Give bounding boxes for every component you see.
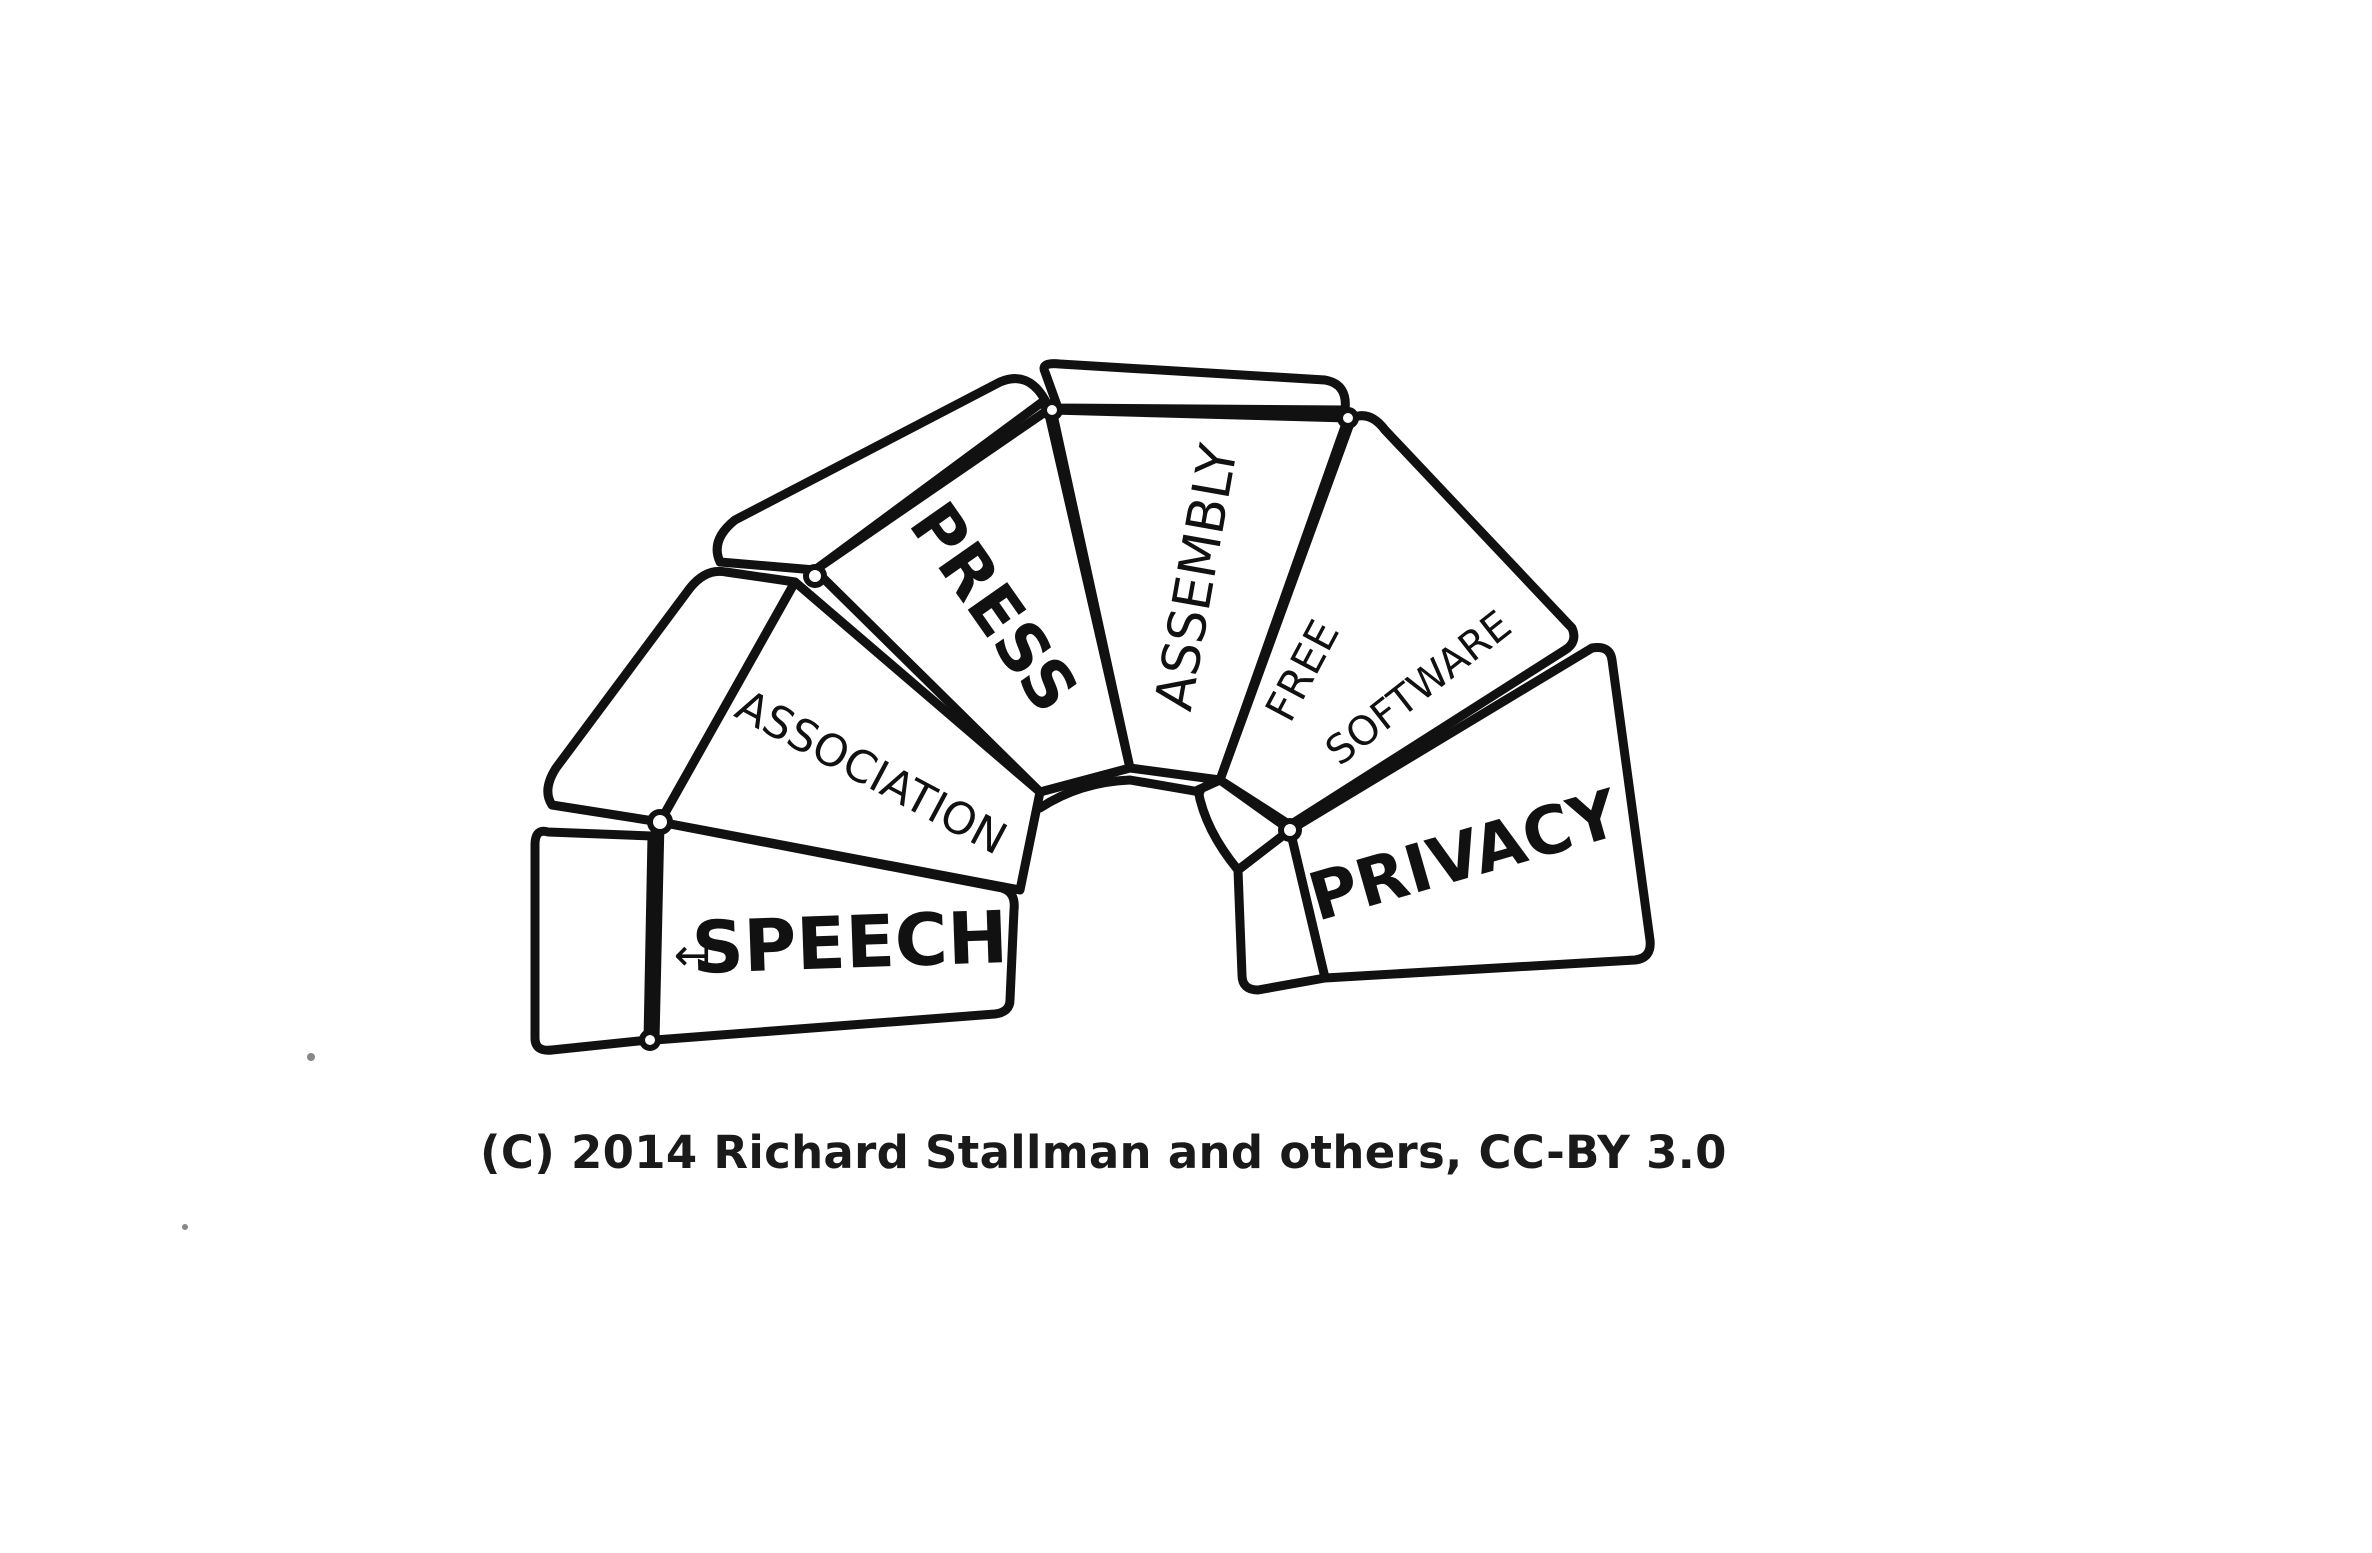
arch-block-outer-left-bottom	[530, 826, 657, 1055]
joint-marker	[639, 1029, 661, 1051]
copyright-caption: (C) 2014 Richard Stallman and others, CC…	[480, 1126, 1727, 1179]
paper-speck	[182, 1224, 188, 1230]
joint-marker	[803, 564, 827, 588]
arch-block-top-outer	[1039, 359, 1350, 415]
arch-inner-curve	[1035, 775, 1205, 813]
arch-block-privacy	[1285, 643, 1655, 983]
arch-block-outer-left-middle	[543, 566, 800, 827]
joint-marker	[1337, 407, 1359, 429]
arch-block-outer-right-bottom	[1233, 825, 1330, 995]
joint-marker	[1278, 818, 1302, 842]
arch-block-free-software	[1215, 411, 1579, 830]
paper-speck	[307, 1053, 315, 1061]
joint-marker	[647, 809, 673, 835]
speech-arrow-icon: ↤	[674, 930, 711, 981]
joint-marker	[1041, 399, 1063, 421]
arch-block-outer-left-upper	[712, 374, 1050, 575]
label-speech: SPEECH	[690, 895, 1009, 990]
arch-block-inner-wedge	[1193, 775, 1295, 875]
